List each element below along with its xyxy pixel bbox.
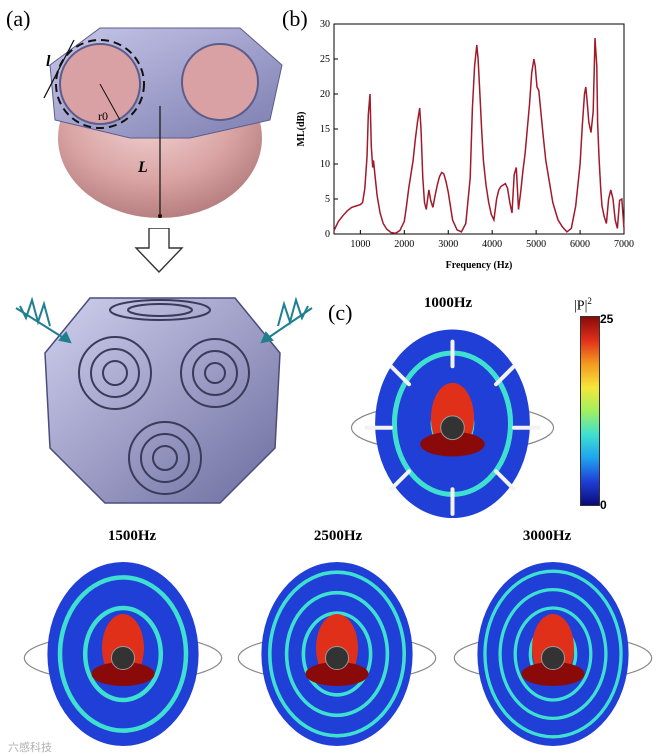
colorbar-max: 25 bbox=[600, 312, 614, 326]
x-tick-label: 5000 bbox=[526, 239, 546, 250]
map-title-3000hz: 3000Hz bbox=[522, 528, 572, 544]
plot-frame bbox=[333, 23, 625, 235]
label-L: L bbox=[137, 159, 148, 176]
x-tick-label: 4000 bbox=[482, 239, 502, 250]
map-title-1000hz: 1000Hz bbox=[423, 295, 473, 311]
x-tick-label: 6000 bbox=[570, 239, 590, 250]
dashed-circle bbox=[55, 39, 145, 129]
panel-label-a: (a) bbox=[6, 6, 31, 31]
head-model bbox=[440, 415, 465, 441]
field-ring bbox=[70, 590, 176, 718]
y-tick-label: 10 bbox=[320, 159, 330, 170]
field-ring bbox=[57, 575, 189, 733]
y-tick-label: 30 bbox=[320, 19, 330, 30]
ml-chart: 1000 2000 3000 4000 5000 6000 7000 0 5 10 15 20 25 3… bbox=[296, 19, 634, 271]
y-tick-label: 0 bbox=[325, 229, 330, 240]
head-model bbox=[324, 645, 350, 671]
pressure-map-2500hz bbox=[237, 562, 437, 746]
label-r0: r0 bbox=[98, 109, 108, 123]
y-tick-label: 25 bbox=[320, 54, 330, 65]
y-tick-label: 5 bbox=[325, 194, 330, 205]
pressure-map-3000hz bbox=[453, 562, 653, 746]
panel-label-b: (b) bbox=[282, 6, 308, 31]
field-ring bbox=[505, 597, 601, 711]
field-ring bbox=[490, 578, 616, 730]
field-ring bbox=[293, 601, 381, 707]
unit-cell-diagram: l r0 L bbox=[43, 27, 283, 218]
dodecahedron-illustration bbox=[15, 296, 313, 504]
inward-arrow bbox=[389, 364, 412, 387]
field-ring bbox=[268, 570, 406, 738]
incident-wave-right-icon bbox=[260, 296, 313, 344]
inward-arrow bbox=[389, 469, 412, 491]
l-arrow bbox=[43, 39, 75, 99]
label-l: l bbox=[46, 53, 51, 70]
field-base bbox=[420, 431, 485, 457]
y-tick-label: 20 bbox=[320, 89, 330, 100]
field-ring bbox=[483, 569, 623, 739]
x-tick-label: 2000 bbox=[394, 239, 414, 250]
field-ring bbox=[513, 606, 593, 702]
colorbar bbox=[580, 316, 600, 506]
inward-arrow bbox=[493, 364, 516, 387]
incident-wave-left-icon bbox=[15, 296, 72, 344]
panel-label-c: (c) bbox=[328, 300, 353, 325]
x-tick-label: 1000 bbox=[350, 239, 370, 250]
colorbar-label: |P|2 bbox=[574, 296, 592, 314]
field-ring bbox=[498, 587, 608, 721]
field-ring bbox=[301, 611, 373, 697]
field-ring bbox=[82, 605, 164, 703]
x-tick-label: 7000 bbox=[614, 239, 634, 250]
watermark: 六感科技 bbox=[8, 742, 52, 754]
y-axis-label: ML(dB) bbox=[296, 112, 307, 147]
field-base bbox=[305, 662, 369, 686]
head-model bbox=[110, 645, 136, 671]
field-ring bbox=[276, 580, 398, 728]
x-axis-label: Frequency (Hz) bbox=[446, 260, 513, 271]
r0-line bbox=[99, 83, 121, 121]
map-title-2500hz: 2500Hz bbox=[313, 528, 363, 544]
x-tick-label: 3000 bbox=[438, 239, 458, 250]
inward-arrow bbox=[493, 469, 516, 491]
pressure-map-1000hz bbox=[350, 329, 555, 519]
field-ring bbox=[411, 374, 494, 474]
ml-series-line bbox=[333, 37, 625, 235]
colorbar-min: 0 bbox=[600, 498, 607, 512]
field-base bbox=[91, 662, 155, 686]
field-ring bbox=[284, 590, 390, 718]
pressure-map-1500hz bbox=[23, 562, 223, 746]
field-base bbox=[521, 662, 585, 686]
hole-right bbox=[181, 43, 259, 121]
down-arrow-icon bbox=[134, 228, 184, 274]
y-tick-label: 15 bbox=[320, 124, 330, 135]
dodecahedron-body bbox=[44, 297, 281, 504]
map-title-1500hz: 1500Hz bbox=[107, 528, 157, 544]
head-model bbox=[540, 645, 566, 671]
